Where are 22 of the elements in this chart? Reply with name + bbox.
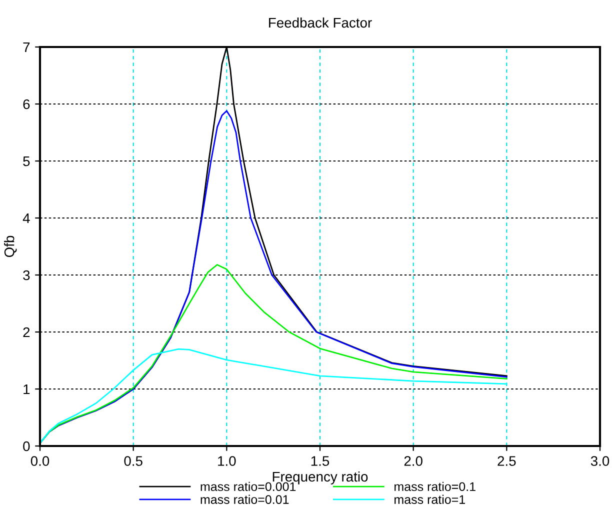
- x-tick-label: 0.0: [30, 456, 50, 466]
- y-tick-label: 6: [23, 99, 30, 110]
- y-tick-label: 7: [23, 42, 30, 52]
- y-tick-label: 0: [23, 441, 30, 452]
- legend-label: mass ratio=0.1: [394, 482, 476, 492]
- x-tick-label: 1.5: [311, 456, 330, 466]
- x-tick-label: 1.0: [218, 456, 236, 466]
- y-tick-label: 1: [24, 384, 30, 394]
- x-tick-label: 0.5: [124, 456, 142, 466]
- legend-label: mass ratio=0.01: [200, 494, 289, 504]
- x-tick-label: 2.5: [498, 456, 516, 466]
- y-tick-label: 2: [23, 327, 30, 338]
- chart-title: Feedback Factor: [269, 17, 372, 28]
- legend-label: mass ratio=1: [394, 494, 465, 504]
- x-tick-label: 3.0: [590, 456, 610, 466]
- x-tick-label: 2.0: [404, 456, 422, 466]
- y-tick-label: 4: [22, 213, 30, 224]
- y-tick-label: 3: [23, 270, 30, 280]
- line-series: [40, 348, 508, 444]
- y-tick-label: 5: [23, 156, 30, 166]
- y-axis-title: Qfb: [4, 236, 17, 258]
- line-series: [40, 264, 508, 444]
